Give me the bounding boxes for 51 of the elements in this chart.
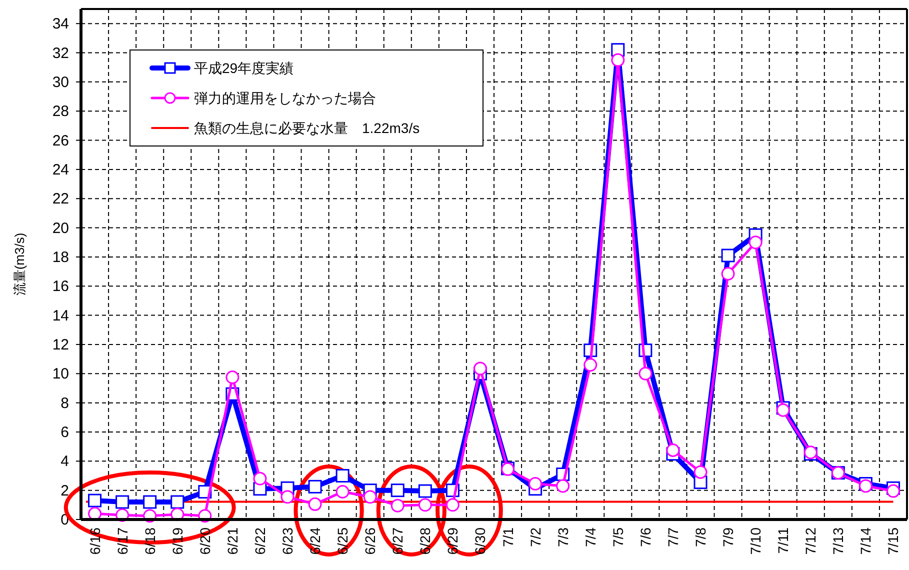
x-tick-label: 6/24 bbox=[307, 527, 324, 555]
y-tick-label: 10 bbox=[52, 366, 69, 383]
y-tick-label: 34 bbox=[52, 16, 69, 33]
y-axis-title: 流量(m3/s) bbox=[12, 232, 27, 296]
y-tick-label: 8 bbox=[60, 394, 69, 412]
y-tick-label: 12 bbox=[52, 336, 69, 354]
x-tick-label: 7/13 bbox=[830, 527, 846, 555]
y-tick-label: 14 bbox=[52, 307, 69, 324]
y-tick-label: 2 bbox=[60, 482, 69, 500]
x-tick-label: 6/29 bbox=[444, 527, 461, 555]
x-tick-label: 7/5 bbox=[610, 527, 626, 547]
y-tick-label: 28 bbox=[52, 103, 69, 120]
x-tick-label: 6/20 bbox=[196, 527, 213, 555]
x-tick-label: 7/4 bbox=[582, 527, 598, 547]
x-tick-label: 7/9 bbox=[720, 527, 736, 547]
y-tick-label: 16 bbox=[52, 278, 69, 296]
legend-label: 平成29年度実績 bbox=[194, 60, 294, 76]
x-tick-label: 7/3 bbox=[554, 527, 571, 547]
x-tick-label: 6/17 bbox=[114, 527, 130, 555]
x-tick-label: 7/6 bbox=[637, 527, 654, 547]
x-tick-label: 6/26 bbox=[362, 527, 378, 555]
x-tick-label: 6/25 bbox=[334, 527, 351, 555]
x-tick-label: 7/8 bbox=[692, 527, 708, 547]
x-tick-label: 6/28 bbox=[417, 527, 434, 555]
y-tick-label: 24 bbox=[52, 161, 69, 178]
x-tick-label: 6/22 bbox=[252, 527, 268, 555]
x-tick-label: 7/1 bbox=[500, 527, 516, 547]
x-tick-label: 7/7 bbox=[664, 527, 681, 547]
x-tick-label: 6/27 bbox=[390, 527, 406, 555]
y-tick-label: 26 bbox=[52, 132, 69, 150]
x-tick-label: 7/14 bbox=[858, 527, 874, 555]
x-tick-label: 7/2 bbox=[527, 527, 544, 547]
x-tick-label: 7/12 bbox=[802, 527, 819, 555]
x-tick-label: 6/19 bbox=[169, 527, 186, 555]
x-tick-label: 7/11 bbox=[775, 527, 792, 554]
y-tick-label: 22 bbox=[52, 190, 69, 208]
y-tick-label: 6 bbox=[60, 424, 69, 441]
x-tick-label: 6/18 bbox=[142, 527, 158, 555]
y-tick-label: 30 bbox=[52, 74, 69, 91]
y-tick-label: 18 bbox=[52, 248, 69, 266]
legend-label: 魚類の生息に必要な水量 1.22m3/s bbox=[194, 120, 420, 136]
x-tick-label: 6/21 bbox=[224, 527, 240, 555]
x-tick-label: 7/15 bbox=[885, 527, 902, 555]
x-tick-label: 6/16 bbox=[86, 527, 103, 555]
x-tick-label: 6/30 bbox=[472, 527, 488, 555]
legend-label: 弾力的運用をしなかった場合 bbox=[194, 90, 376, 106]
y-tick-label: 20 bbox=[52, 220, 69, 237]
y-tick-label: 4 bbox=[60, 453, 69, 470]
x-tick-label: 6/23 bbox=[280, 527, 296, 555]
y-tick-label: 32 bbox=[52, 44, 69, 62]
x-tick-label: 7/10 bbox=[748, 527, 764, 555]
